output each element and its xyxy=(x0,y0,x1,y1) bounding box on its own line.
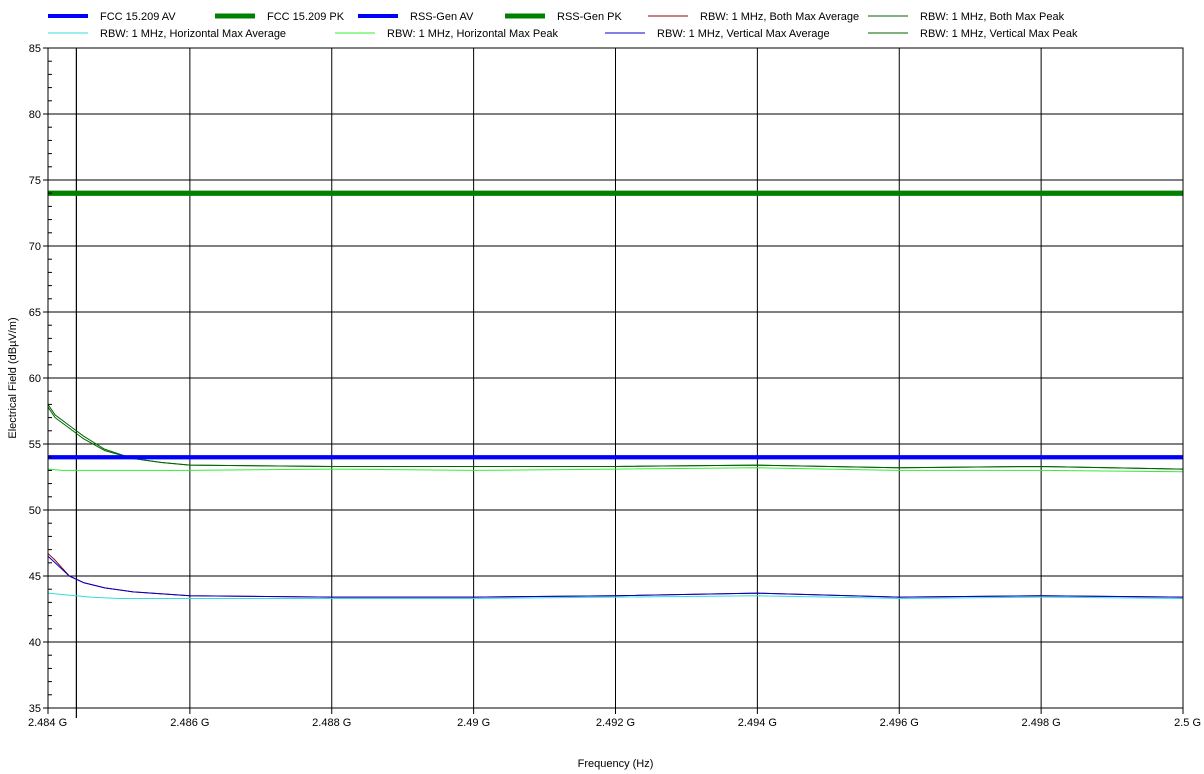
legend-label: RBW: 1 MHz, Both Max Average xyxy=(700,11,859,23)
y-tick-label: 85 xyxy=(29,43,41,55)
y-tick-label: 65 xyxy=(29,307,41,319)
y-tick-label: 50 xyxy=(29,505,41,517)
legend-label: RBW: 1 MHz, Vertical Max Average xyxy=(657,28,830,40)
legend-label: RSS-Gen PK xyxy=(557,11,622,23)
legend-label: FCC 15.209 AV xyxy=(100,11,176,23)
legend-label: RBW: 1 MHz, Horizontal Max Average xyxy=(100,28,286,40)
series-line-8 xyxy=(47,555,1184,598)
x-tick-label: 2.49 G xyxy=(457,717,490,729)
legend: FCC 15.209 AV FCC 15.209 PK RSS-Gen AV RSS-… xyxy=(48,11,1078,40)
x-tick-label: 2.5 G xyxy=(1174,717,1201,729)
legend-label: FCC 15.209 PK xyxy=(267,11,345,23)
grid xyxy=(48,48,1183,718)
x-tick-label: 2.494 G xyxy=(738,717,777,729)
x-tick-label: 2.496 G xyxy=(880,717,919,729)
ticks: 2.484 G 2.486 G 2.488 G 2.49 G 2.492 G 2.494 … xyxy=(28,43,1201,729)
series-line-6 xyxy=(47,592,1184,599)
x-tick-label: 2.492 G xyxy=(596,717,635,729)
y-tick-label: 75 xyxy=(29,175,41,187)
y-tick-label: 55 xyxy=(29,439,41,451)
x-tick-label: 2.498 G xyxy=(1022,717,1061,729)
y-tick-label: 40 xyxy=(29,637,41,649)
x-tick-label: 2.484 G xyxy=(28,717,67,729)
x-axis-title: Frequency (Hz) xyxy=(578,758,654,770)
y-tick-label: 60 xyxy=(29,373,41,385)
legend-label: RSS-Gen AV xyxy=(410,11,474,23)
y-tick-label: 80 xyxy=(29,109,41,121)
x-tick-label: 2.488 G xyxy=(312,717,351,729)
legend-label: RBW: 1 MHz, Vertical Max Peak xyxy=(920,28,1078,40)
y-tick-label: 70 xyxy=(29,241,41,253)
series-line-7 xyxy=(47,467,1184,473)
x-tick-label: 2.486 G xyxy=(170,717,209,729)
y-tick-label: 45 xyxy=(29,571,41,583)
series-line-9 xyxy=(47,406,1184,470)
legend-label: RBW: 1 MHz, Both Max Peak xyxy=(920,11,1065,23)
legend-label: RBW: 1 MHz, Horizontal Max Peak xyxy=(387,28,558,40)
y-axis-title: Electrical Field (dBµV/m) xyxy=(7,317,19,438)
series-group xyxy=(47,190,1184,599)
y-tick-label: 35 xyxy=(29,703,41,715)
